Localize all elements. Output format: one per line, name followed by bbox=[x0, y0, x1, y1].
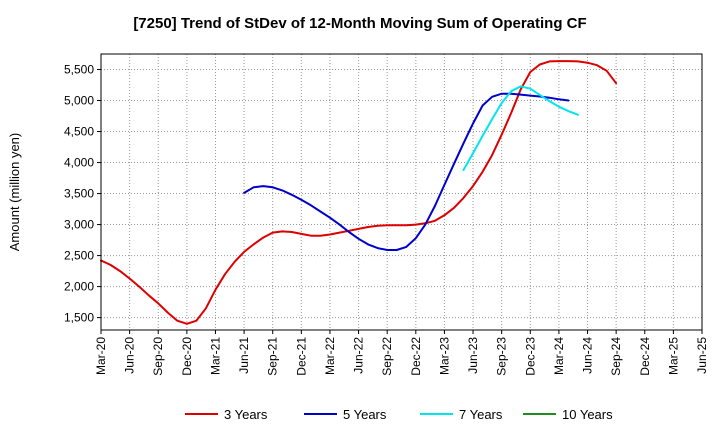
x-tick-label: Mar-20 bbox=[94, 337, 108, 375]
y-tick-label: 4,000 bbox=[64, 156, 94, 170]
y-tick-label: 2,000 bbox=[64, 280, 94, 294]
series-line-5-years bbox=[243, 92, 570, 251]
x-tick-label: Jun-20 bbox=[123, 337, 137, 374]
legend-label: 7 Years bbox=[459, 407, 503, 422]
x-tick-label: Sep-24 bbox=[609, 337, 623, 376]
x-tick-label: Mar-23 bbox=[437, 337, 451, 375]
y-tick-label: 4,500 bbox=[64, 125, 94, 139]
x-tick-label: Dec-21 bbox=[294, 337, 308, 376]
plot-frame bbox=[100, 53, 703, 331]
series-line-3-years bbox=[100, 60, 618, 325]
x-tick-label: Mar-21 bbox=[208, 337, 222, 375]
y-tick-label: 5,000 bbox=[64, 94, 94, 108]
y-tick-label: 3,500 bbox=[64, 187, 94, 201]
x-tick-label: Dec-20 bbox=[180, 337, 194, 376]
legend: 3 Years 5 Years 7 Years 10 Years bbox=[185, 407, 613, 422]
chart-title: [7250] Trend of StDev of 12-Month Moving… bbox=[133, 15, 586, 32]
series-group bbox=[100, 60, 618, 325]
x-tick-label: Jun-24 bbox=[581, 337, 595, 374]
y-tick-label: 2,500 bbox=[64, 249, 94, 263]
x-tick-label: Mar-25 bbox=[666, 337, 680, 375]
x-tick-label: Sep-22 bbox=[380, 337, 394, 376]
y-axis-label: Amount (million yen) bbox=[7, 133, 22, 252]
x-axis-ticks: Mar-20 Jun-20 Sep-20 Dec-20 Mar-21 Jun-21 Sep-… bbox=[94, 330, 709, 376]
plot-area bbox=[101, 54, 702, 330]
x-tick-label: Jun-25 bbox=[695, 337, 709, 374]
y-tick-label: 3,000 bbox=[64, 218, 94, 232]
y-tick-label: 5,500 bbox=[64, 63, 94, 77]
legend-label: 10 Years bbox=[562, 407, 613, 422]
y-axis-ticks: 1,500 2,000 2,500 3,000 3,500 4,000 4,500 5,000… bbox=[64, 63, 101, 325]
legend-label: 3 Years bbox=[224, 407, 268, 422]
x-tick-label: Jun-22 bbox=[352, 337, 366, 374]
series-line-7-years bbox=[462, 85, 579, 171]
x-tick-label: Mar-22 bbox=[323, 337, 337, 375]
x-tick-label: Dec-22 bbox=[409, 337, 423, 376]
x-tick-label: Sep-21 bbox=[266, 337, 280, 376]
x-tick-label: Dec-23 bbox=[523, 337, 537, 376]
x-tick-label: Dec-24 bbox=[638, 337, 652, 376]
x-tick-label: Jun-23 bbox=[466, 337, 480, 374]
y-tick-label: 1,500 bbox=[64, 311, 94, 325]
x-tick-label: Jun-21 bbox=[237, 337, 251, 374]
x-tick-label: Sep-23 bbox=[495, 337, 509, 376]
legend-label: 5 Years bbox=[343, 407, 387, 422]
x-tick-label: Sep-20 bbox=[151, 337, 165, 376]
x-tick-label: Mar-24 bbox=[552, 337, 566, 375]
